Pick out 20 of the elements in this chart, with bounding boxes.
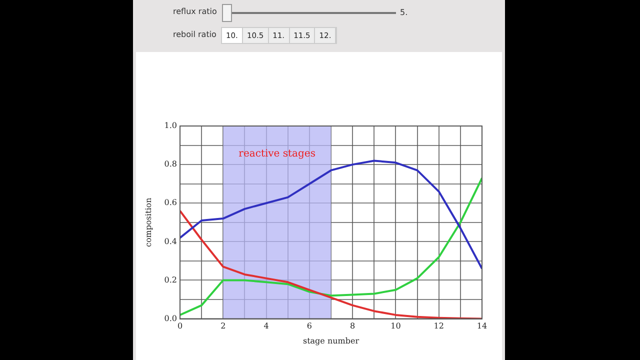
text: reboil ratio: [173, 30, 216, 39]
x-tick-label: 14: [476, 322, 488, 331]
y-tick-label: 0.6: [164, 198, 177, 208]
x-tick-label: 2: [220, 322, 226, 331]
x-tick-label: 4: [264, 322, 269, 331]
x-tick-label: 12: [434, 322, 444, 331]
text: reflux ratio: [173, 7, 217, 16]
y-tick-label: 0.4: [164, 236, 177, 246]
x-tick-label: 0: [177, 322, 183, 331]
x-axis-title: stage number: [302, 336, 360, 346]
y-tick-label: 0.2: [164, 275, 177, 284]
y-tick-label: 0.8: [164, 160, 177, 169]
x-tick-label: 8: [350, 322, 356, 331]
y-axis-title: composition: [144, 198, 153, 248]
y-tick-label: 0.0: [164, 314, 177, 323]
x-tick-label: 6: [306, 322, 312, 331]
text: 5.: [400, 8, 408, 17]
band-label: reactive stages: [238, 148, 316, 160]
x-tick-label: 10: [390, 322, 401, 331]
y-tick-label: 1.0: [164, 121, 177, 130]
